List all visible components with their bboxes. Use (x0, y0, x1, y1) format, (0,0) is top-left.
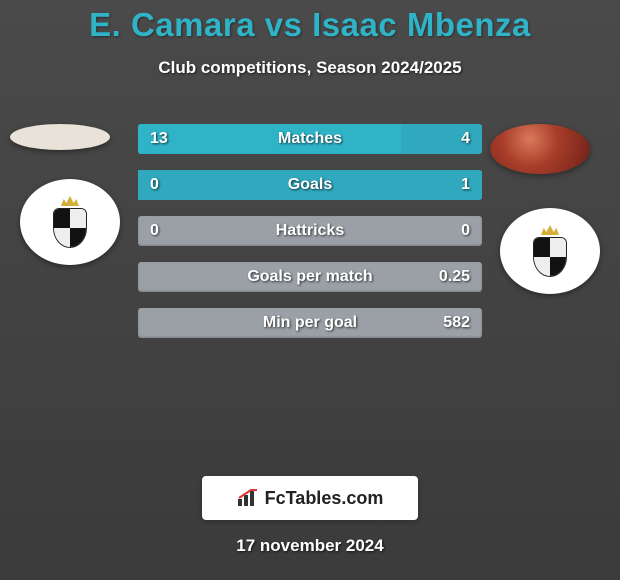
club-badge-left (20, 179, 120, 265)
crown-icon (541, 225, 559, 235)
shield-icon (53, 208, 87, 248)
stat-row: 01Goals (138, 170, 482, 200)
bars-icon (237, 489, 259, 507)
stat-label: Goals per match (138, 268, 482, 286)
stat-bars: 134Matches 01Goals 00Hattricks 0.25Goals pe… (138, 124, 482, 354)
comparison-infographic: E. Camara vs Isaac Mbenza Club competiti… (0, 0, 620, 580)
stat-label: Hattricks (138, 222, 482, 240)
player-avatar-left (10, 124, 110, 150)
branding-badge: FcTables.com (202, 476, 418, 520)
page-title: E. Camara vs Isaac Mbenza (0, 0, 620, 44)
stat-label: Goals (138, 176, 482, 194)
stat-row: 582Min per goal (138, 308, 482, 338)
date-text: 17 november 2024 (0, 536, 620, 556)
crown-icon (61, 196, 79, 206)
stat-label: Min per goal (138, 314, 482, 332)
stat-label: Matches (138, 130, 482, 148)
subtitle: Club competitions, Season 2024/2025 (0, 58, 620, 78)
branding-text: FcTables.com (265, 488, 384, 509)
stat-row: 00Hattricks (138, 216, 482, 246)
player-avatar-right (490, 124, 590, 174)
stat-row: 0.25Goals per match (138, 262, 482, 292)
stat-row: 134Matches (138, 124, 482, 154)
shield-icon (533, 237, 567, 277)
club-badge-right (500, 208, 600, 294)
